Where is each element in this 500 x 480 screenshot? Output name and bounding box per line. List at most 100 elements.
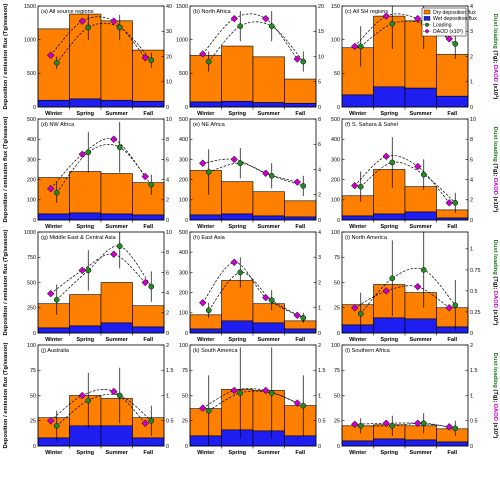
left-tick-label: 0: [185, 331, 188, 337]
dry-bar: [284, 320, 317, 330]
panel-title: (j) Australia: [41, 348, 70, 354]
left-tick-label: 50: [30, 393, 36, 399]
loading-marker: [116, 24, 123, 31]
category-label: Spring: [380, 337, 398, 343]
loading-curve: [56, 144, 152, 193]
category-label: Spring: [228, 111, 246, 117]
loading-curve: [360, 20, 456, 47]
wet-bar: [132, 214, 165, 221]
wet-bar: [221, 213, 254, 221]
left-tick-label: 300: [179, 270, 188, 276]
right-y-axis-label: Dust loading (Tg); DAOD (x103): [492, 240, 500, 326]
dry-bar: [252, 390, 285, 432]
left-tick-label: 100: [331, 198, 340, 204]
left-tick-label: 300: [331, 157, 340, 163]
category-label: Summer: [410, 337, 433, 343]
left-tick-label: 150: [331, 4, 340, 10]
right-tick-label: 4: [166, 178, 169, 184]
daod-marker: [141, 419, 150, 428]
daod-curve: [202, 388, 298, 409]
right-tick-label: 0.5: [470, 289, 478, 295]
dry-bar: [189, 408, 222, 437]
right-tick-label: 8: [470, 137, 473, 143]
legend-label: Loading: [433, 23, 452, 29]
left-y-axis-label: Deposition / emission flux (Tg/season): [3, 116, 9, 222]
loading-marker: [300, 58, 307, 65]
right-tick-label: 0: [470, 331, 473, 337]
category-label: Fall: [447, 337, 457, 343]
left-tick-label: 100: [179, 311, 188, 317]
right-y-axis-label-part: (x10: [492, 84, 498, 96]
category-label: Winter: [45, 450, 63, 456]
dry-bar: [221, 181, 254, 215]
left-tick-label: 400: [27, 137, 36, 143]
daod-marker: [350, 42, 359, 51]
category-label: Spring: [228, 337, 246, 343]
daod-marker: [198, 404, 207, 412]
loading-curve: [56, 393, 152, 427]
loading-marker: [237, 23, 244, 30]
right-y-axis-label-part: ): [492, 323, 498, 325]
right-tick-label: 1.5: [166, 368, 174, 374]
category-label: Winter: [349, 337, 367, 343]
panel-title: (i) North America: [345, 235, 388, 241]
loading-marker: [116, 392, 123, 399]
left-tick-label: 1500: [176, 4, 188, 10]
daod-marker: [413, 162, 422, 171]
daod-marker: [78, 391, 87, 400]
daod-curve: [354, 422, 450, 428]
category-label: Winter: [197, 224, 215, 230]
category-label: Summer: [410, 450, 433, 456]
panel--h-east-asia: 0 100 200 300 400 500 0 1 2 3 4 Winter Spring Summer F…: [179, 230, 321, 343]
daod-curve: [50, 253, 146, 294]
right-tick-label: 0: [470, 105, 473, 111]
daod-marker: [109, 387, 118, 396]
category-label: Spring: [380, 224, 398, 230]
dry-bar: [284, 405, 317, 437]
dry-bar: [132, 49, 165, 102]
daod-marker: [382, 419, 391, 428]
right-tick-label: 2: [470, 198, 473, 204]
daod-curve: [202, 13, 298, 60]
left-tick-label: 75: [334, 368, 340, 374]
dry-bar: [189, 314, 222, 330]
left-tick-label: 1000: [24, 230, 36, 236]
daod-marker: [141, 172, 150, 181]
right-tick-label: 4: [318, 167, 321, 173]
left-tick-label: 500: [179, 71, 188, 77]
loading-marker: [148, 57, 155, 64]
daod-marker: [261, 386, 270, 395]
loading-marker: [53, 189, 60, 196]
wet-bar: [221, 429, 254, 447]
loading-marker: [452, 302, 459, 309]
panel-title: (d) NW Africa: [41, 122, 75, 128]
right-tick-label: 3: [318, 255, 321, 261]
loading-marker: [53, 422, 60, 429]
left-tick-label: 500: [27, 280, 36, 286]
dry-bar: [132, 305, 165, 328]
wet-bar: [284, 435, 317, 447]
wet-bar: [132, 326, 165, 334]
right-tick-label: 3: [470, 29, 473, 35]
right-tick-label: 2: [470, 343, 473, 349]
right-tick-label: 1: [318, 393, 321, 399]
daod-marker: [46, 51, 55, 59]
right-y-axis-label-part: Dust loading: [492, 353, 498, 390]
left-tick-label: 200: [179, 178, 188, 184]
daod-marker: [78, 266, 87, 275]
right-tick-label: 1: [470, 80, 473, 86]
dry-bar: [37, 28, 70, 101]
left-tick-label: 100: [27, 343, 36, 349]
left-tick-label: 300: [27, 157, 36, 163]
right-tick-label: 10: [470, 117, 476, 123]
dry-bar: [341, 47, 374, 96]
wet-bar: [69, 212, 102, 221]
category-label: Fall: [447, 450, 457, 456]
loading-marker: [205, 307, 212, 314]
right-tick-label: 2: [470, 54, 473, 60]
right-y-axis-label-part: ): [492, 210, 498, 212]
wet-bar: [132, 437, 165, 447]
loading-marker: [357, 310, 364, 317]
legend-swatch: [423, 16, 431, 21]
panel--e-ne-africa: 0 100 200 300 400 500 0 2 4 6 8 Winter Spring Summer F…: [179, 117, 321, 230]
